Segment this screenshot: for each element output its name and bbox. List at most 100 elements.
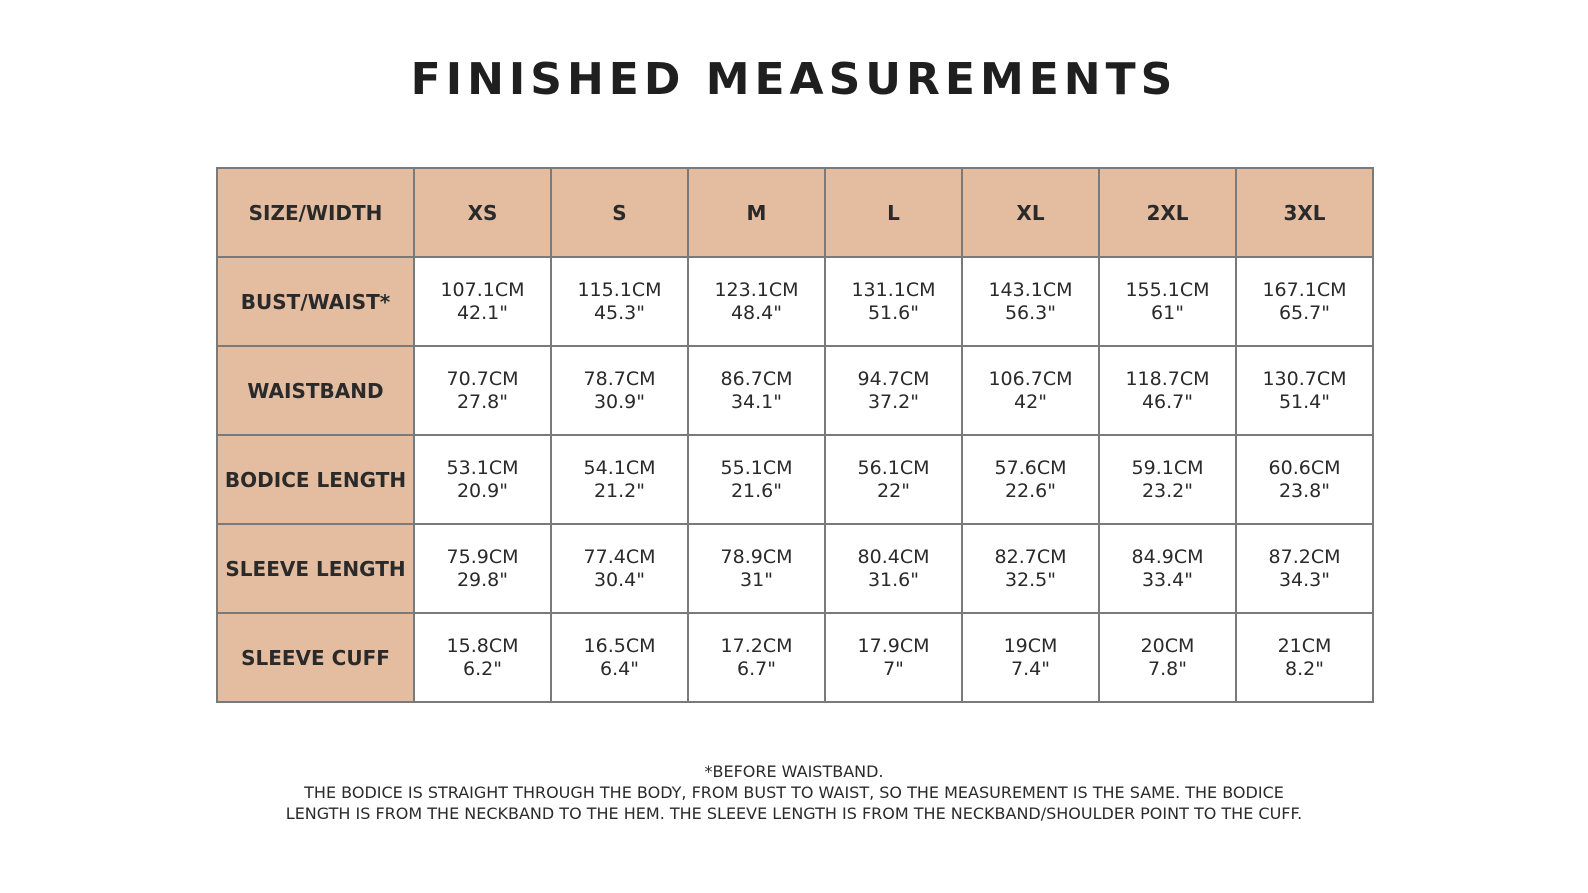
measurement-cell: 60.6CM 23.8": [1235, 434, 1374, 525]
value-cm: 17.2CM: [720, 634, 793, 657]
value-inches: 6.2": [463, 657, 502, 680]
value-cm: 118.7CM: [1125, 367, 1210, 390]
value-cm: 55.1CM: [720, 456, 793, 479]
value-inches: 32.5": [1004, 568, 1057, 591]
measurement-cell: 20CM 7.8": [1098, 612, 1237, 703]
value-inches: 45.3": [593, 301, 646, 324]
value-cm: 15.8CM: [446, 634, 519, 657]
value-cm: 82.7CM: [994, 545, 1067, 568]
value-inches: 51.6": [867, 301, 920, 324]
value-inches: 48.4": [730, 301, 783, 324]
measurement-cell: 77.4CM 30.4": [550, 523, 689, 614]
measurement-cell: 130.7CM 51.4": [1235, 345, 1374, 436]
measurement-cell: 56.1CM 22": [824, 434, 963, 525]
value-inches: 56.3": [1004, 301, 1057, 324]
footnote-line-2: THE BODICE IS STRAIGHT THROUGH THE BODY,…: [304, 783, 1284, 802]
value-inches: 22.6": [1004, 479, 1057, 502]
measurement-cell: 16.5CM 6.4": [550, 612, 689, 703]
value-cm: 107.1CM: [440, 278, 525, 301]
value-cm: 60.6CM: [1268, 456, 1341, 479]
page-title: FINISHED MEASUREMENTS: [410, 54, 1178, 105]
value-cm: 17.9CM: [857, 634, 930, 657]
value-inches: 51.4": [1278, 390, 1331, 413]
value-cm: 20CM: [1140, 634, 1195, 657]
measurement-cell: 59.1CM 23.2": [1098, 434, 1237, 525]
measurements-table: SIZE/WIDTH XS S M L XL 2XL 3XL BUST/WAIS…: [216, 167, 1374, 703]
value-cm: 80.4CM: [857, 545, 930, 568]
value-inches: 8.2": [1285, 657, 1324, 680]
measurement-cell: 57.6CM 22.6": [961, 434, 1100, 525]
value-inches: 42.1": [456, 301, 509, 324]
size-header-m: M: [687, 167, 826, 258]
value-cm: 56.1CM: [857, 456, 930, 479]
value-inches: 6.7": [737, 657, 776, 680]
value-inches: 31": [740, 568, 773, 591]
size-header-xl: XL: [961, 167, 1100, 258]
value-inches: 21.6": [730, 479, 783, 502]
value-inches: 46.7": [1141, 390, 1194, 413]
value-cm: 59.1CM: [1131, 456, 1204, 479]
value-cm: 75.9CM: [446, 545, 519, 568]
value-cm: 167.1CM: [1262, 278, 1347, 301]
measurement-cell: 78.9CM 31": [687, 523, 826, 614]
measurement-cell: 86.7CM 34.1": [687, 345, 826, 436]
value-inches: 23.8": [1278, 479, 1331, 502]
value-cm: 86.7CM: [720, 367, 793, 390]
measurement-cell: 84.9CM 33.4": [1098, 523, 1237, 614]
measurement-cell: 15.8CM 6.2": [413, 612, 552, 703]
value-inches: 22": [877, 479, 910, 502]
measurement-cell: 19CM 7.4": [961, 612, 1100, 703]
value-inches: 7": [883, 657, 904, 680]
value-inches: 20.9": [456, 479, 509, 502]
table-header-row: SIZE/WIDTH XS S M L XL 2XL 3XL: [216, 167, 1374, 258]
value-cm: 87.2CM: [1268, 545, 1341, 568]
value-cm: 57.6CM: [994, 456, 1067, 479]
value-inches: 33.4": [1141, 568, 1194, 591]
value-cm: 94.7CM: [857, 367, 930, 390]
value-cm: 78.9CM: [720, 545, 793, 568]
row-label: SLEEVE CUFF: [216, 612, 415, 703]
value-inches: 23.2": [1141, 479, 1194, 502]
measurement-cell: 82.7CM 32.5": [961, 523, 1100, 614]
value-cm: 77.4CM: [583, 545, 656, 568]
measurement-cell: 87.2CM 34.3": [1235, 523, 1374, 614]
value-inches: 30.4": [593, 568, 646, 591]
value-inches: 6.4": [600, 657, 639, 680]
measurement-cell: 115.1CM 45.3": [550, 256, 689, 347]
value-cm: 115.1CM: [577, 278, 662, 301]
size-header-3xl: 3XL: [1235, 167, 1374, 258]
corner-header: SIZE/WIDTH: [216, 167, 415, 258]
value-inches: 29.8": [456, 568, 509, 591]
measurement-cell: 78.7CM 30.9": [550, 345, 689, 436]
value-inches: 7.4": [1011, 657, 1050, 680]
value-inches: 21.2": [593, 479, 646, 502]
table-row: SLEEVE CUFF 15.8CM 6.2" 16.5CM 6.4" 17.2CM 6.7…: [216, 612, 1374, 703]
value-cm: 70.7CM: [446, 367, 519, 390]
row-label: BODICE LENGTH: [216, 434, 415, 525]
footnote-line-1: *BEFORE WAISTBAND.: [704, 762, 884, 781]
row-label: WAISTBAND: [216, 345, 415, 436]
value-cm: 16.5CM: [583, 634, 656, 657]
value-cm: 155.1CM: [1125, 278, 1210, 301]
measurement-cell: 106.7CM 42": [961, 345, 1100, 436]
value-inches: 31.6": [867, 568, 920, 591]
value-cm: 130.7CM: [1262, 367, 1347, 390]
value-cm: 84.9CM: [1131, 545, 1204, 568]
measurement-cell: 17.2CM 6.7": [687, 612, 826, 703]
measurement-cell: 118.7CM 46.7": [1098, 345, 1237, 436]
measurement-cell: 107.1CM 42.1": [413, 256, 552, 347]
value-cm: 53.1CM: [446, 456, 519, 479]
table-row: BODICE LENGTH 53.1CM 20.9" 54.1CM 21.2" 55.1C…: [216, 434, 1374, 525]
table-row: SLEEVE LENGTH 75.9CM 29.8" 77.4CM 30.4" 78.9C…: [216, 523, 1374, 614]
value-inches: 65.7": [1278, 301, 1331, 324]
measurement-cell: 70.7CM 27.8": [413, 345, 552, 436]
value-inches: 34.1": [730, 390, 783, 413]
row-label: BUST/WAIST*: [216, 256, 415, 347]
value-cm: 106.7CM: [988, 367, 1073, 390]
table-row: BUST/WAIST* 107.1CM 42.1" 115.1CM 45.3" 123.1…: [216, 256, 1374, 347]
size-header-s: S: [550, 167, 689, 258]
table-row: WAISTBAND 70.7CM 27.8" 78.7CM 30.9" 86.7CM 34.…: [216, 345, 1374, 436]
value-cm: 21CM: [1277, 634, 1332, 657]
size-header-l: L: [824, 167, 963, 258]
value-inches: 7.8": [1148, 657, 1187, 680]
